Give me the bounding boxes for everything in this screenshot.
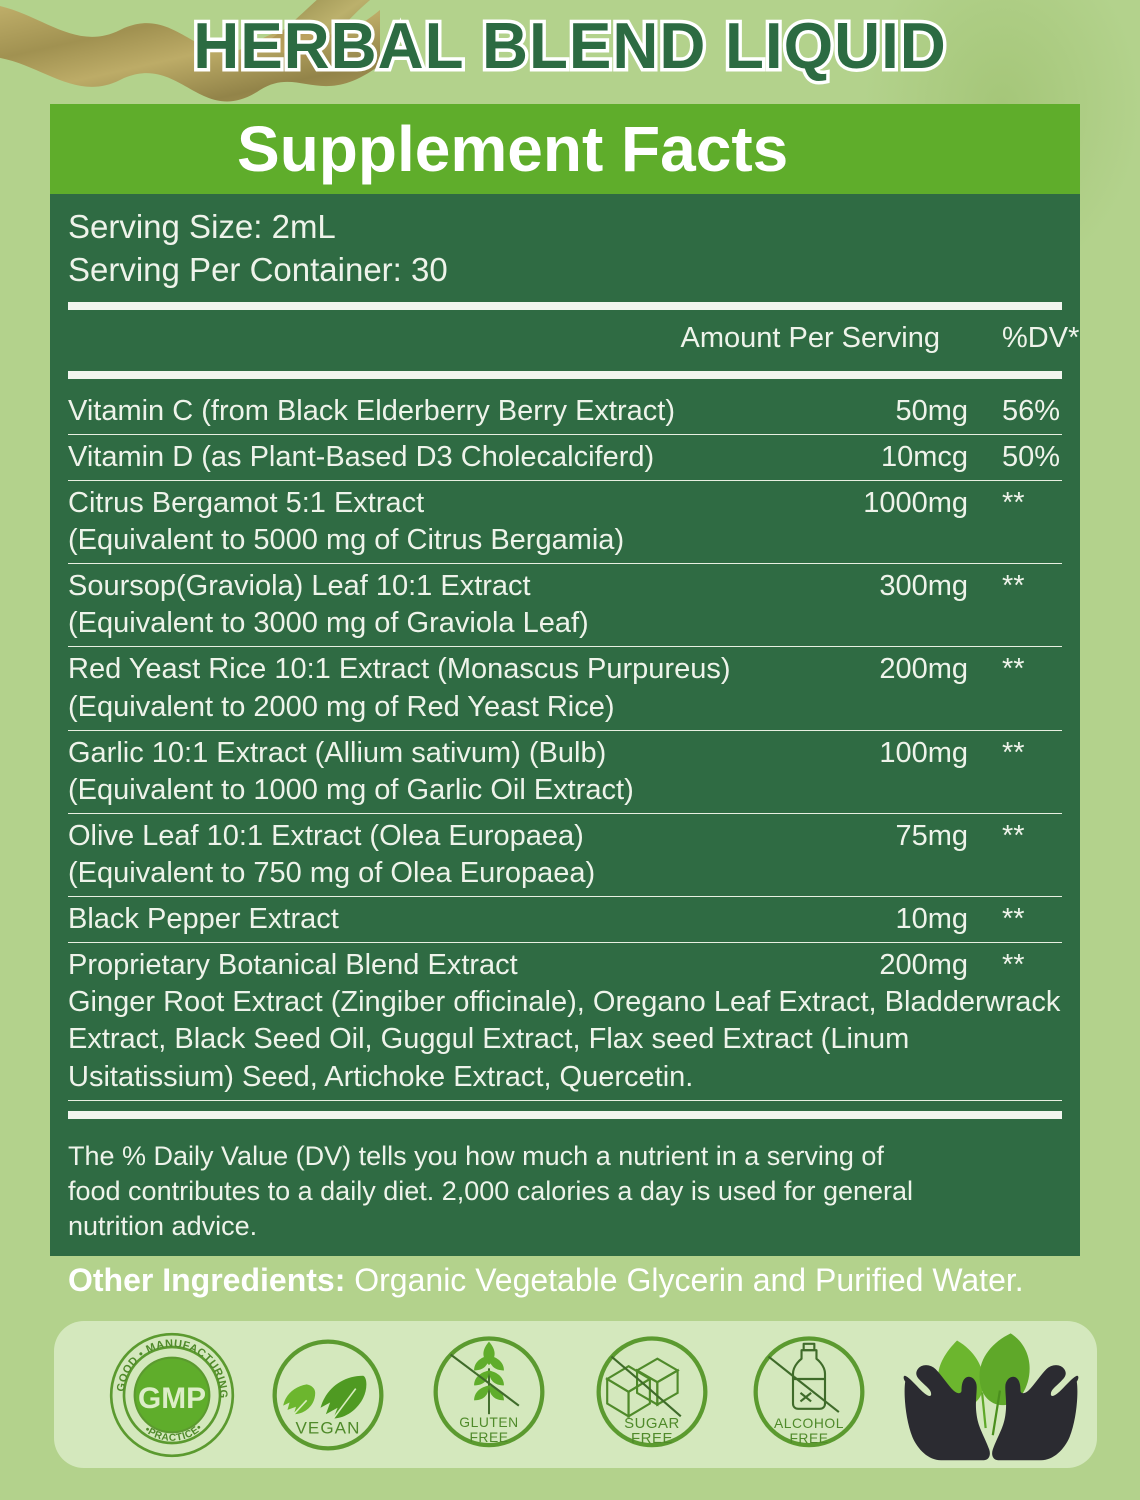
svg-text:FREE: FREE <box>631 1430 673 1447</box>
svg-text:GMP: GMP <box>138 1381 206 1414</box>
svg-text:FREE: FREE <box>469 1428 508 1444</box>
svg-text:VEGAN: VEGAN <box>295 1418 360 1437</box>
svg-text:GLUTEN: GLUTEN <box>459 1414 518 1430</box>
svg-text:ALCOHOL: ALCOHOL <box>774 1415 844 1431</box>
svg-text:FREE: FREE <box>789 1430 828 1446</box>
